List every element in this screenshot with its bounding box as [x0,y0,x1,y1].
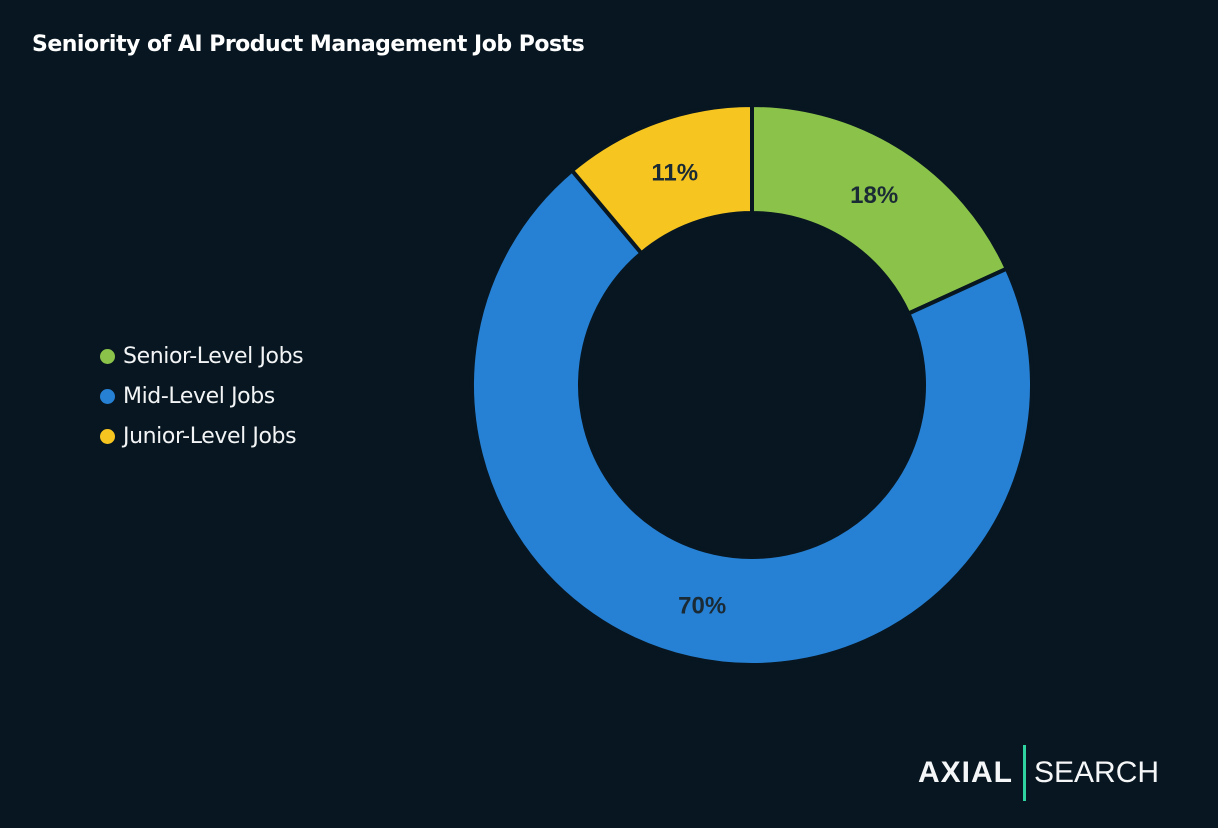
logo-search: SEARCH [1034,756,1160,789]
legend-dot-mid [100,388,115,404]
logo-axial: AXIAL [918,756,1013,789]
legend-dot-junior [100,428,115,444]
legend: Senior-Level Jobs Mid-Level Jobs Junior-… [100,336,304,456]
data-label-mid: 70% [678,592,726,619]
legend-item-mid[interactable]: Mid-Level Jobs [100,376,303,416]
chart-title: Seniority of AI Product Management Job P… [32,32,585,57]
legend-item-junior[interactable]: Junior-Level Jobs [100,416,303,456]
legend-label: Junior-Level Jobs [123,423,297,449]
logo-divider [1023,745,1026,801]
legend-label: Senior-Level Jobs [123,343,304,369]
slice-mid[interactable] [470,167,1034,667]
slice-senior[interactable] [750,102,1010,317]
legend-label: Mid-Level Jobs [123,383,275,409]
legend-item-senior[interactable]: Senior-Level Jobs [100,336,304,376]
data-label-senior: 18% [850,182,898,209]
data-label-junior: 11% [651,160,698,187]
axial-search-logo: AXIAL SEARCH [918,744,1159,802]
legend-dot-senior [100,348,115,364]
slice-junior[interactable] [569,102,754,257]
